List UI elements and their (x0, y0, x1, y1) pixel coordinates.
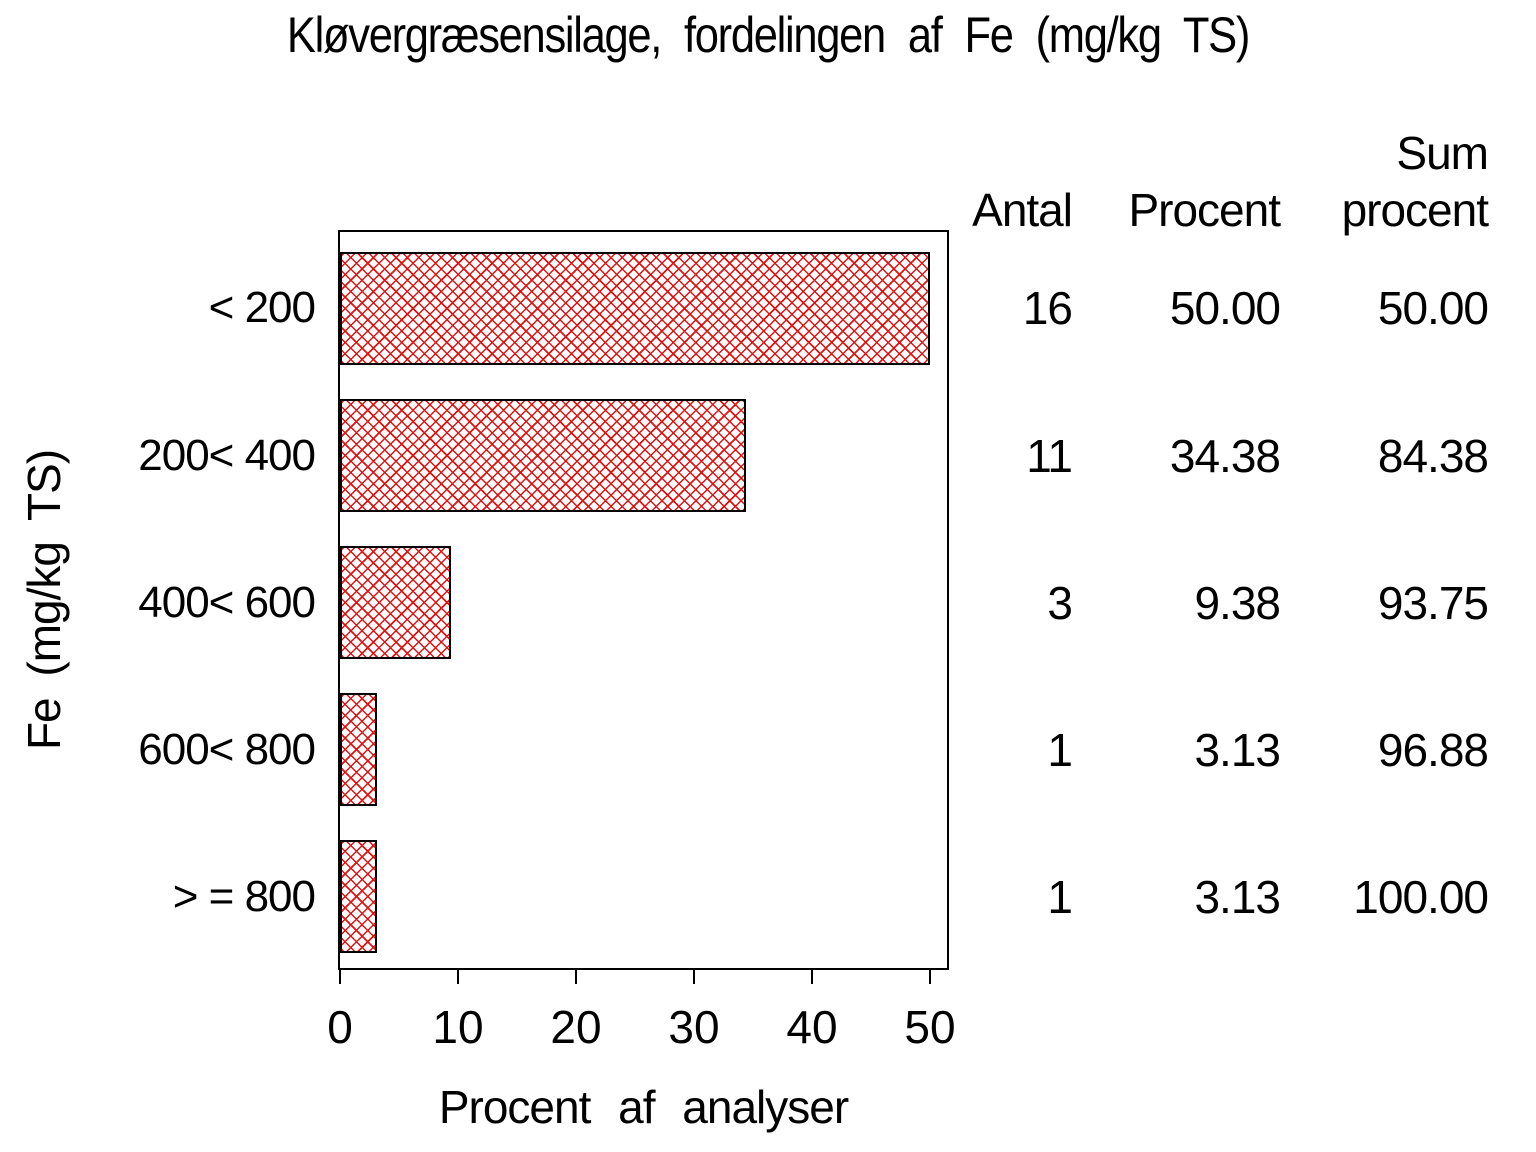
y-axis-title-container: Fe (mg/kg TS) (6, 230, 82, 970)
antal-value: 16 (1022, 282, 1073, 334)
bar-lt-200 (340, 252, 930, 365)
bar-200-400 (340, 399, 746, 512)
sum-procent-value: 96.88 (1377, 724, 1489, 776)
procent-value: 3.13 (1194, 871, 1281, 923)
sum-procent-value: 84.38 (1377, 430, 1489, 482)
column-header-procent: Procent (1128, 184, 1281, 236)
y-tick-label-200-400: 200< 400 (138, 431, 316, 480)
antal-value: 1 (1047, 724, 1073, 776)
antal-value: 3 (1047, 577, 1073, 629)
sum-procent-value: 93.75 (1377, 577, 1489, 629)
plot-area (338, 230, 949, 970)
x-tick-label-0: 0 (327, 1001, 353, 1053)
x-axis-tick-50 (929, 970, 931, 984)
x-tick-label-20: 20 (550, 1001, 602, 1053)
x-tick-label-10: 10 (432, 1001, 484, 1053)
sum-procent-value: 100.00 (1353, 871, 1489, 923)
table-row: 16 50.00 50.00 (872, 278, 1489, 338)
x-axis-tick-10 (457, 970, 459, 984)
x-tick-label-30: 30 (668, 1001, 720, 1053)
table-row: 1 3.13 100.00 (872, 867, 1489, 927)
table-row: 11 34.38 84.38 (872, 426, 1489, 486)
column-header-antal: Antal (972, 184, 1073, 236)
column-header-sum-line1: Sum (1396, 127, 1489, 179)
procent-value: 9.38 (1194, 577, 1281, 629)
y-tick-label-400-600: 400< 600 (138, 578, 316, 627)
procent-value: 3.13 (1194, 724, 1281, 776)
table-row: 1 3.13 96.88 (872, 720, 1489, 780)
table-row: 3 9.38 93.75 (872, 573, 1489, 633)
bar-400-600 (340, 546, 451, 659)
x-axis-title: Procent af analyser (438, 1081, 849, 1133)
y-tick-label-600-800: 600< 800 (138, 725, 316, 774)
x-axis-tick-30 (693, 970, 695, 984)
y-tick-label-gte-800: > = 800 (172, 872, 316, 921)
bar-gte-800 (340, 840, 377, 953)
antal-value: 11 (1026, 430, 1073, 482)
bar-600-800 (340, 693, 377, 806)
x-tick-label-50: 50 (904, 1001, 956, 1053)
antal-value: 1 (1047, 871, 1073, 923)
column-header-sum-procent: Sum procent (1288, 125, 1489, 239)
x-axis-tick-20 (575, 970, 577, 984)
chart-title: Kløvergræsensilage, fordelingen af Fe (m… (286, 7, 1250, 63)
procent-value: 50.00 (1169, 282, 1281, 334)
procent-value: 34.38 (1169, 430, 1281, 482)
y-tick-label-lt-200: < 200 (208, 283, 316, 332)
column-header-sum-line2: procent (1341, 184, 1489, 236)
x-tick-label-40: 40 (786, 1001, 838, 1053)
x-axis-tick-0 (339, 970, 341, 984)
sum-procent-value: 50.00 (1377, 282, 1489, 334)
y-axis-title: Fe (mg/kg TS) (18, 449, 70, 751)
x-axis-tick-40 (811, 970, 813, 984)
